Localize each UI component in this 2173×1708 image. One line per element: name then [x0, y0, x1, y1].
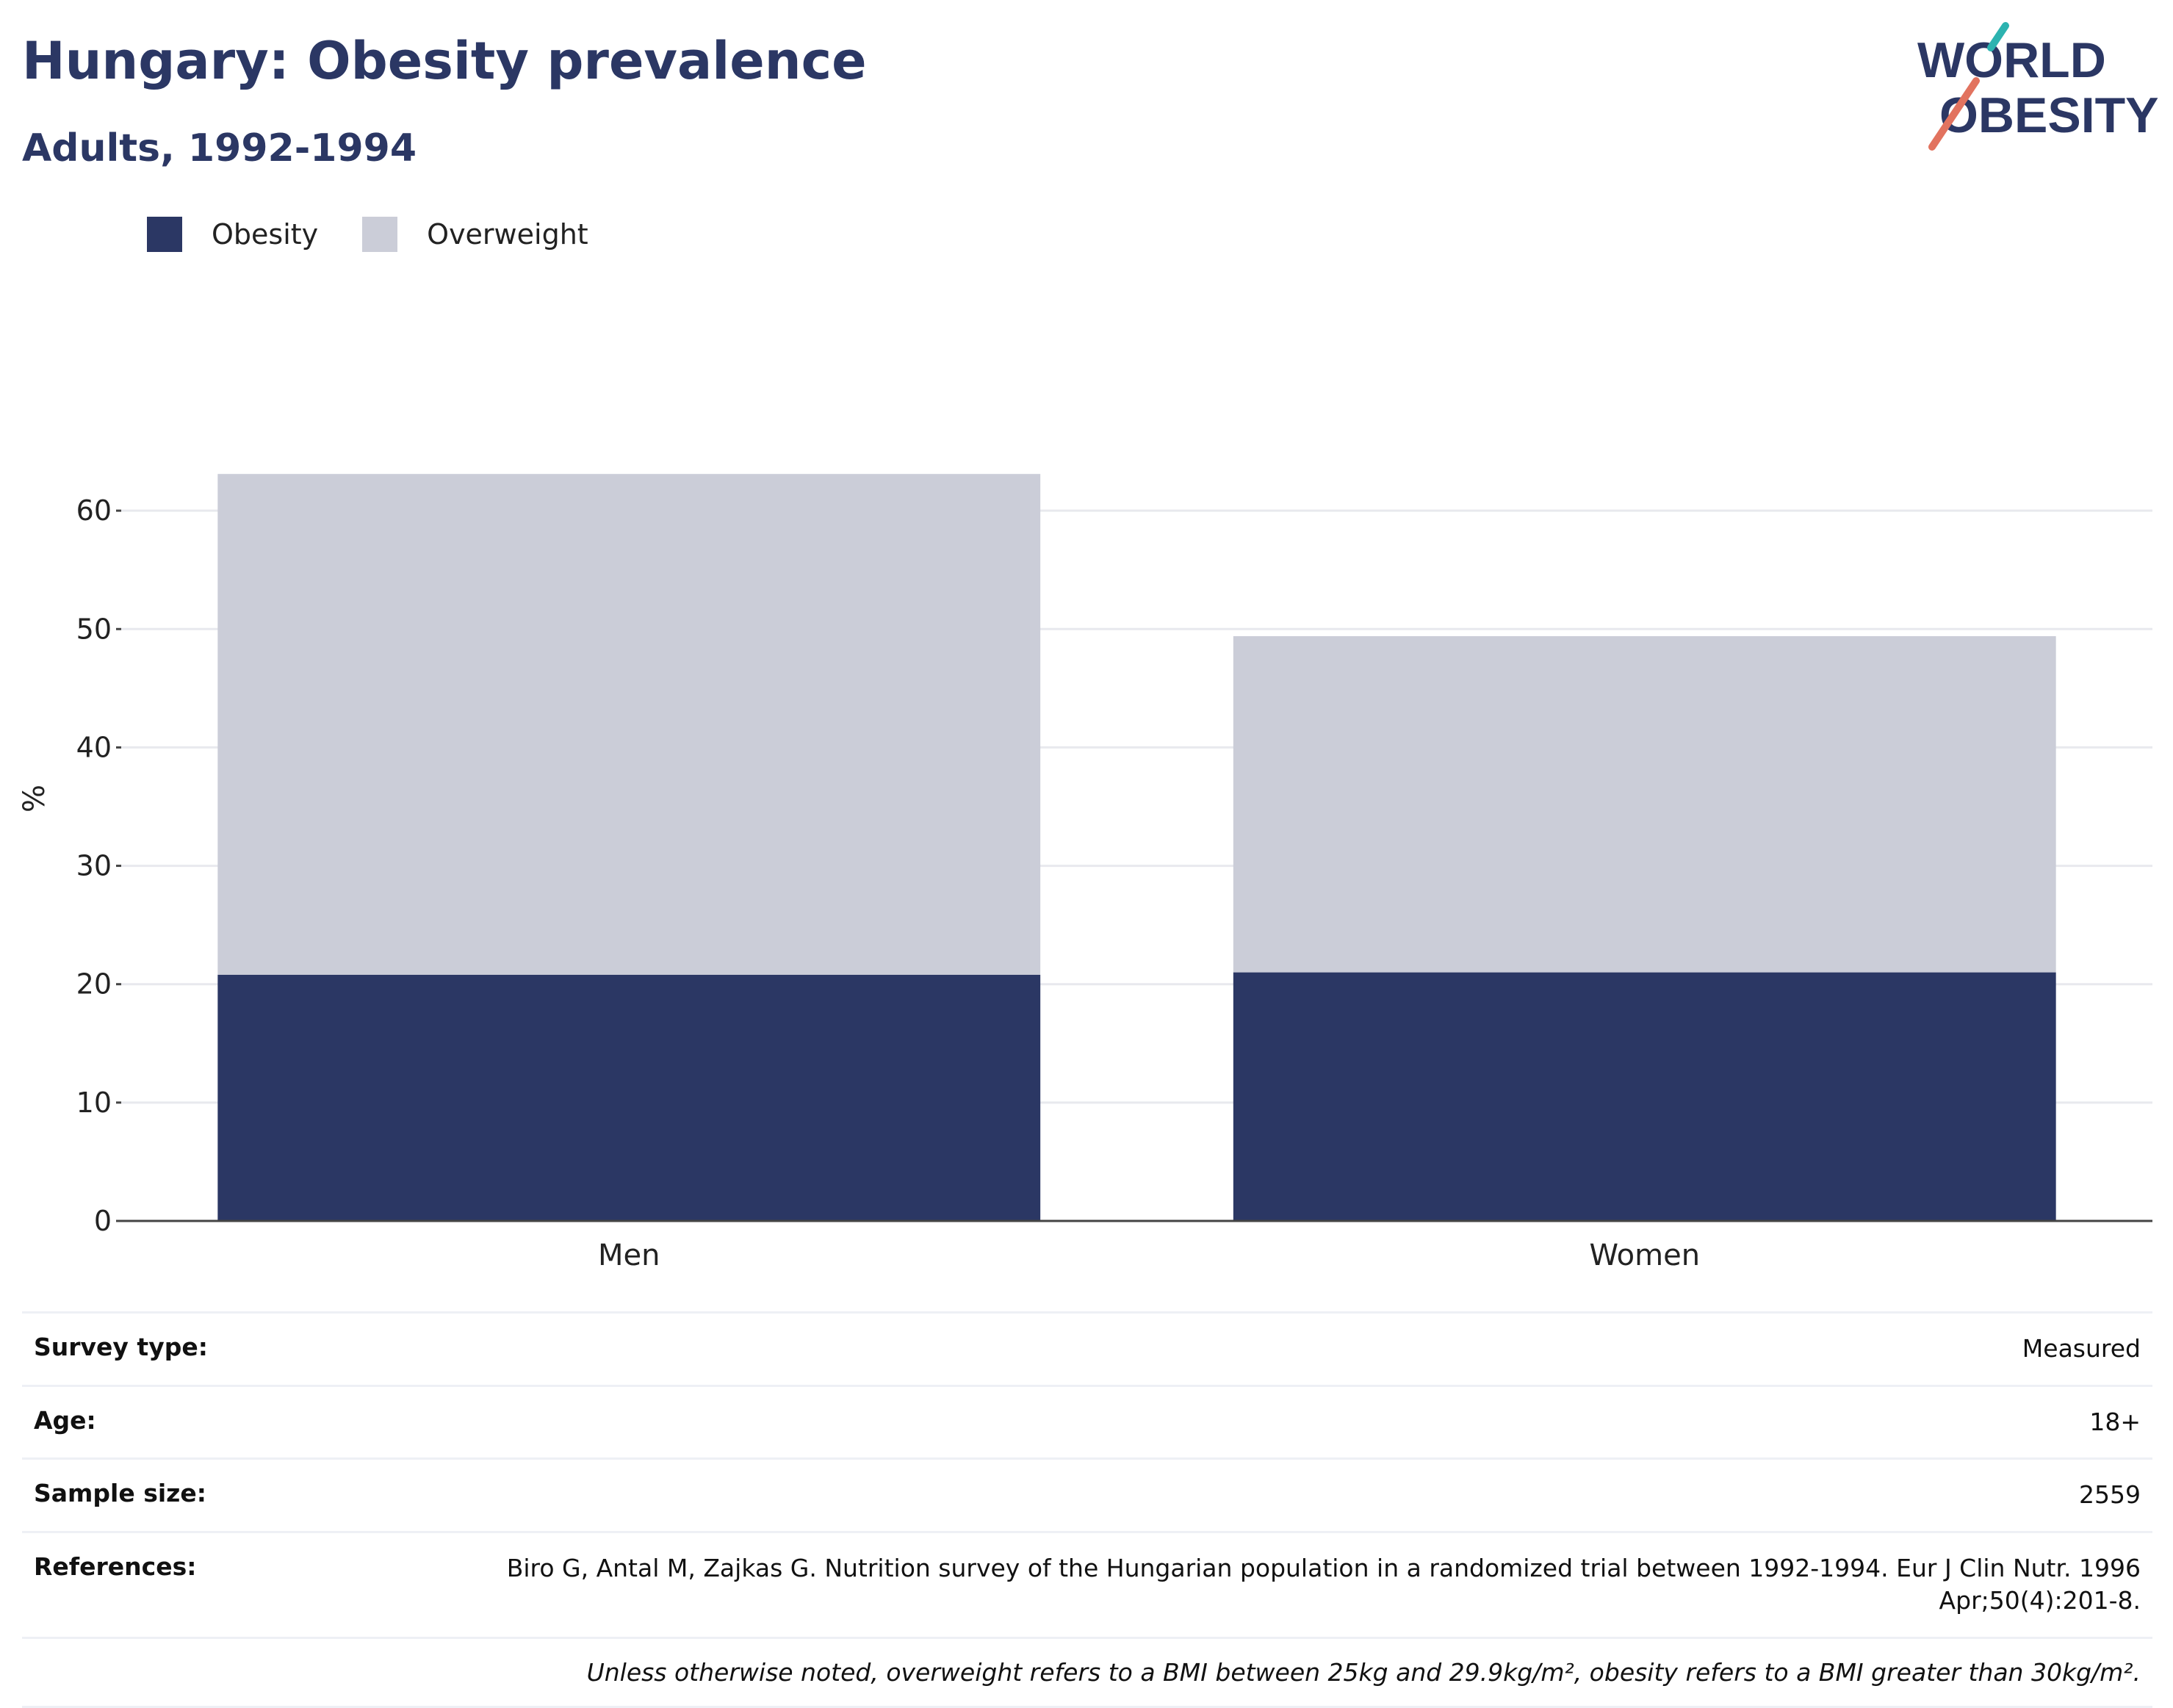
- x-tick-label: Women: [1589, 1239, 1700, 1272]
- svg-text:OBESITY: OBESITY: [1939, 87, 2159, 143]
- legend-swatch-obesity: [147, 217, 182, 252]
- info-value: Measured: [2022, 1334, 2141, 1363]
- info-key: Age:: [34, 1405, 96, 1435]
- bar-overweight-women: [1233, 635, 2056, 973]
- legend-item-obesity[interactable]: Obesity: [147, 217, 318, 252]
- info-row-sample-size: Sample size: 2559: [22, 1457, 2152, 1531]
- info-key: Survey type:: [34, 1333, 208, 1361]
- info-value: 18+: [2089, 1407, 2141, 1436]
- y-tick-label: 10: [76, 1087, 112, 1119]
- chart-subtitle: Adults, 1992-1994: [22, 126, 417, 170]
- info-row-age: Age: 18+: [22, 1384, 2152, 1458]
- stacked-bar-chart: 0 10 20 30 40 50 60% Men Women: [18, 474, 2152, 1272]
- y-tick-label: 0: [94, 1205, 112, 1237]
- bar-obesity-women: [1233, 972, 2056, 1221]
- world-obesity-logo: WORLD OBESITY: [1917, 22, 2159, 151]
- info-value: 2559: [2079, 1480, 2141, 1510]
- chart-title: Hungary: Obesity prevalence: [22, 31, 867, 91]
- legend-label-overweight: Overweight: [427, 218, 588, 251]
- info-row-references: References: Biro G, Antal M, Zajkas G. N…: [22, 1530, 2152, 1637]
- legend: Obesity Overweight: [147, 217, 633, 252]
- info-row-survey-type: Survey type: Measured: [22, 1311, 2152, 1385]
- svg-text:WORLD: WORLD: [1917, 32, 2106, 88]
- y-tick-label: 30: [76, 850, 112, 882]
- info-row-note: Unless otherwise noted, overweight refer…: [22, 1636, 2152, 1708]
- definition-note: Unless otherwise noted, overweight refer…: [586, 1657, 2141, 1687]
- bar-obesity-men: [217, 974, 1041, 1221]
- legend-item-overweight[interactable]: Overweight: [362, 217, 588, 252]
- x-tick-label: Men: [598, 1239, 660, 1272]
- y-axis-label: %: [18, 785, 51, 812]
- survey-info-table: Survey type: Measured Age: 18+ Sample si…: [22, 1311, 2152, 1708]
- bar-overweight-men: [217, 474, 1041, 975]
- info-value-reference: Biro G, Antal M, Zajkas G. Nutrition sur…: [506, 1553, 2141, 1615]
- legend-label-obesity: Obesity: [212, 218, 319, 251]
- y-tick-label: 60: [76, 494, 112, 527]
- y-tick-label: 50: [76, 613, 112, 645]
- y-tick-label: 40: [76, 731, 112, 763]
- y-tick-label: 20: [76, 968, 112, 1001]
- info-key: Sample size:: [34, 1479, 206, 1508]
- info-key: References:: [34, 1552, 197, 1581]
- legend-swatch-overweight: [362, 217, 398, 252]
